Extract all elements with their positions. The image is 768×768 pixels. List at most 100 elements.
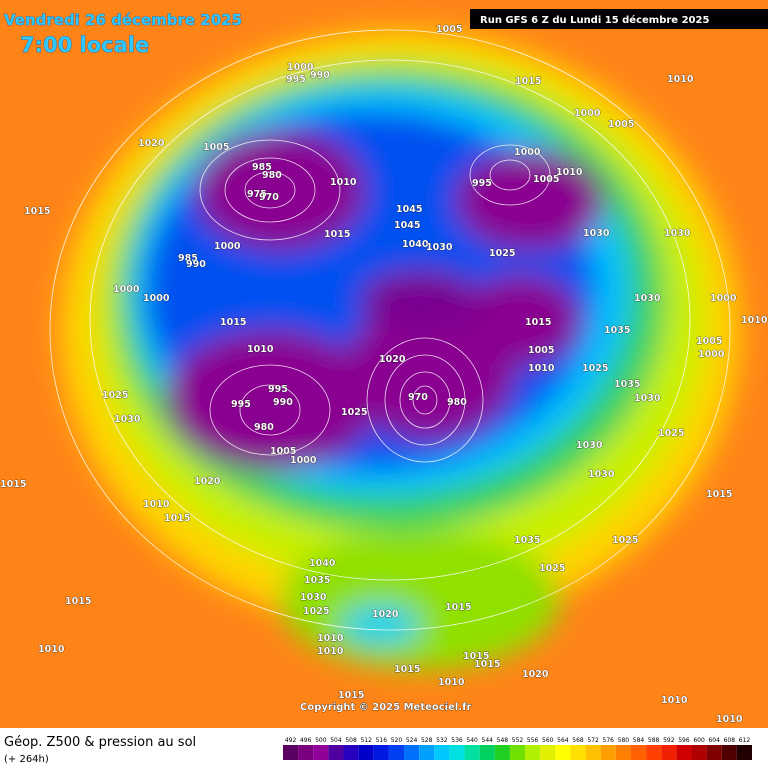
time: 7:00 locale bbox=[20, 33, 149, 57]
colorbar-swatch bbox=[479, 745, 495, 760]
isobar-label: 1035 bbox=[304, 575, 330, 586]
legend-title: Géop. Z500 & pression au sol bbox=[4, 735, 196, 750]
isobar-label: 995 bbox=[231, 399, 251, 410]
colorbar-label: 532 bbox=[436, 737, 448, 744]
isobar-label: 980 bbox=[447, 397, 467, 408]
colorbar-label: 496 bbox=[300, 737, 312, 744]
colorbar-label: 600 bbox=[693, 737, 705, 744]
colorbar-label: 500 bbox=[315, 737, 327, 744]
isobar-label: 990 bbox=[186, 259, 206, 270]
isobar-label: 1005 bbox=[608, 119, 634, 130]
isobar-label: 1010 bbox=[317, 633, 344, 644]
colorbar-label: 548 bbox=[497, 737, 509, 744]
isobar-label: 1015 bbox=[474, 659, 500, 670]
isobar-label: 985 bbox=[252, 162, 272, 173]
isobar-label: 995 bbox=[472, 178, 492, 189]
isobar-label: 980 bbox=[262, 170, 282, 181]
isobar-label: 1000 bbox=[574, 108, 601, 119]
run-box bbox=[470, 9, 768, 29]
colorbar-swatch bbox=[630, 745, 647, 760]
colorbar-label: 604 bbox=[708, 737, 720, 744]
isobar-label: 980 bbox=[254, 422, 274, 433]
isobar-label: 1010 bbox=[661, 695, 688, 706]
isobar-label: 1020 bbox=[138, 138, 165, 149]
isobar-label: 1000 bbox=[514, 147, 541, 158]
isobar-label: 1010 bbox=[528, 363, 555, 374]
colorbar-swatch bbox=[525, 745, 541, 760]
colorbar-swatch bbox=[373, 745, 389, 760]
colorbar-swatch bbox=[434, 745, 450, 760]
isobar-label: 1005 bbox=[270, 446, 296, 457]
colorbar-swatch bbox=[676, 745, 692, 760]
isobar-label: 1020 bbox=[194, 476, 221, 487]
date: Vendredi 26 décembre 2025 bbox=[4, 11, 242, 29]
isobar-label: 1030 bbox=[664, 228, 691, 239]
isobar-label: 1040 bbox=[402, 239, 429, 250]
colorbar-label: 516 bbox=[376, 737, 388, 744]
isobar-label: 1020 bbox=[522, 669, 549, 680]
isobar-label: 1015 bbox=[220, 317, 246, 328]
colorbar-swatch bbox=[313, 745, 329, 760]
colorbar-swatch bbox=[555, 745, 571, 760]
isobar-label: 1035 bbox=[604, 325, 630, 336]
colorbar-label: 572 bbox=[587, 737, 599, 744]
isobar-label: 1010 bbox=[38, 644, 65, 655]
colorbar-swatch bbox=[600, 745, 616, 760]
colorbar-label: 612 bbox=[739, 737, 751, 744]
colorbar-label: 552 bbox=[512, 737, 524, 744]
isobar-label: 1030 bbox=[634, 393, 661, 404]
isobar-label: 1010 bbox=[330, 177, 357, 188]
colorbar-label: 608 bbox=[724, 737, 736, 744]
colorbar-swatch bbox=[388, 745, 405, 760]
isobar-label: 1010 bbox=[741, 315, 768, 326]
colorbar-label: 508 bbox=[345, 737, 357, 744]
colorbar-label: 580 bbox=[618, 737, 630, 744]
isobar-label: 970 bbox=[259, 192, 279, 203]
colorbar-label: 512 bbox=[360, 737, 372, 744]
colorbar-swatch bbox=[298, 745, 314, 760]
isobar-label: 1000 bbox=[143, 293, 170, 304]
colorbar-label: 556 bbox=[527, 737, 539, 744]
colorbar: 492 496 500 504 508 512 516 520 524 528 532 536 540 5… bbox=[283, 737, 752, 760]
isobar-label: 1030 bbox=[576, 440, 603, 451]
isobar-label: 1010 bbox=[438, 677, 465, 688]
colorbar-label: 504 bbox=[330, 737, 342, 744]
isobar-label: 1030 bbox=[300, 592, 327, 603]
isobar-label: 1000 bbox=[287, 62, 314, 73]
isobar-label: 1030 bbox=[114, 414, 141, 425]
isobar-label: 1015 bbox=[164, 513, 190, 524]
isobar-label: 1015 bbox=[463, 651, 489, 662]
isobar-label: 1010 bbox=[317, 646, 344, 657]
isobar-label: 1020 bbox=[379, 354, 406, 365]
isobar-label: 1005 bbox=[203, 142, 229, 153]
colorbar-label: 544 bbox=[482, 737, 494, 744]
isobar-label: 990 bbox=[273, 397, 293, 408]
colorbar-swatch bbox=[661, 745, 677, 760]
isobar-label: 1010 bbox=[247, 344, 274, 355]
isobar-label: 1045 bbox=[396, 204, 422, 215]
isobar-label: 1010 bbox=[716, 714, 743, 725]
colorbar-swatch bbox=[419, 745, 435, 760]
isobar-label: 1025 bbox=[582, 363, 608, 374]
colorbar-swatch bbox=[494, 745, 510, 760]
colorbar-label: 520 bbox=[391, 737, 403, 744]
isobar-label: 1025 bbox=[341, 407, 367, 418]
isobar-label: 1025 bbox=[102, 390, 128, 401]
colorbar-label: 492 bbox=[285, 737, 297, 744]
isobar-label: 1025 bbox=[489, 248, 515, 259]
isobar-label: 1015 bbox=[445, 602, 471, 613]
colorbar-label: 528 bbox=[421, 737, 433, 744]
isobar-label: 970 bbox=[408, 392, 428, 403]
colorbar-swatch bbox=[328, 745, 344, 760]
isobar-label: 1005 bbox=[533, 174, 559, 185]
colorbar-label: 540 bbox=[466, 737, 478, 744]
isobar-label: 1025 bbox=[303, 606, 329, 617]
isobar-label: 1015 bbox=[515, 76, 541, 87]
colorbar-label: 568 bbox=[572, 737, 584, 744]
isobar-label: 1025 bbox=[539, 563, 565, 574]
isobar-label: 995 bbox=[268, 384, 288, 395]
isobar-label: 1000 bbox=[113, 284, 140, 295]
isobar-label: 1010 bbox=[143, 499, 170, 510]
